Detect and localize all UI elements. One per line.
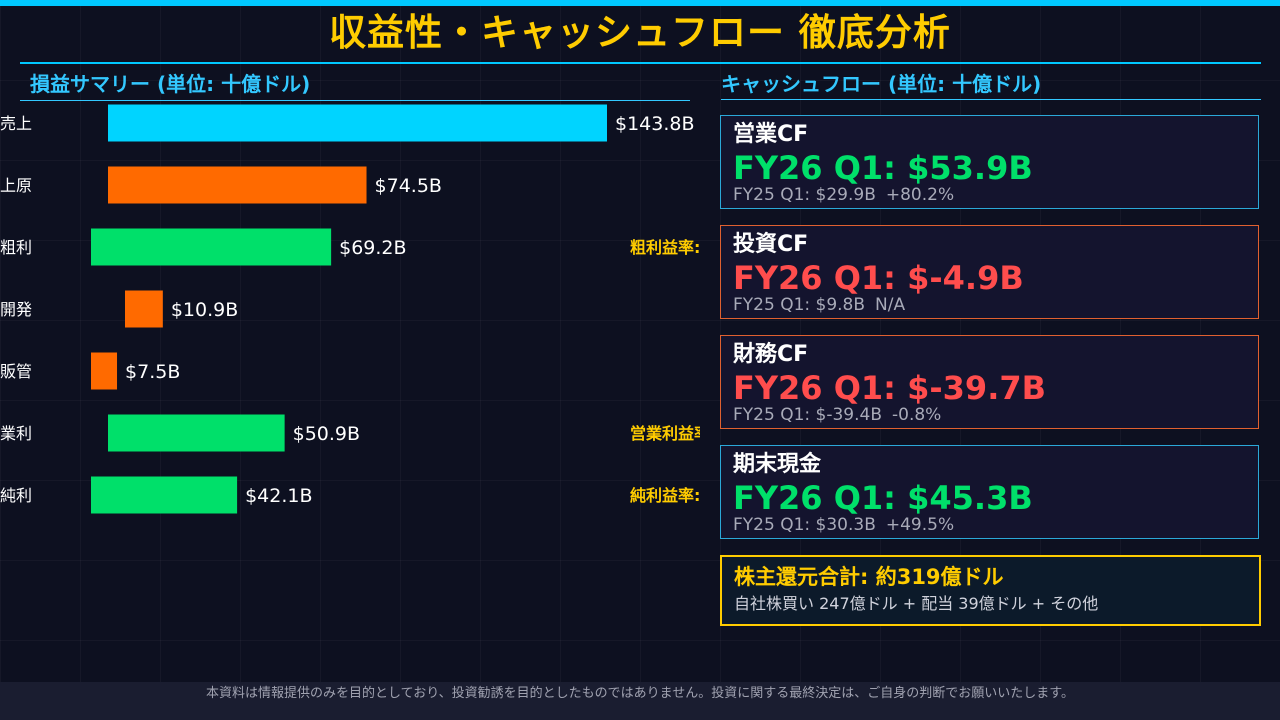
cf-card-prev: FY25 Q1: $-39.4B -0.8% — [733, 404, 1246, 426]
cf-card-prev: FY25 Q1: $29.9B +80.2% — [733, 184, 1246, 206]
cf-card-value: FY26 Q1: $-4.9B — [733, 259, 1024, 297]
title-divider — [20, 62, 1261, 64]
cf-card-operating: 営業CF FY26 Q1: $53.9B FY25 Q1: $29.9B +80.… — [720, 115, 1259, 209]
margin-rate-label: 粗利益率: 4 — [630, 238, 700, 257]
cf-card-financing: 財務CF FY26 Q1: $-39.7B FY25 Q1: $-39.4B -0… — [720, 335, 1259, 429]
cf-card-change: +80.2% — [885, 185, 955, 205]
pl-bar-chart: 売上 $143.8B 上原 $74.5B 粗利 $69.2B 粗利益率: 4 開発 $10.9B… — [0, 104, 700, 514]
cf-card-change: -0.8% — [892, 405, 942, 425]
cf-card-value: FY26 Q1: $-39.7B — [733, 369, 1046, 407]
disclaimer-footer: 本資料は情報提供のみを目的としており、投資勧誘を目的としたものではありません。投… — [0, 682, 1280, 720]
margin-rate-label: 営業利益率: 35.4% — [630, 424, 700, 443]
bar — [125, 290, 163, 328]
cf-card-label: 投資CF — [733, 232, 809, 257]
bar-value-label: $10.9B — [171, 299, 238, 321]
bar-value-label: $143.8B — [615, 113, 695, 135]
bar — [91, 352, 118, 390]
cf-card-ending-cash: 期末現金 FY26 Q1: $45.3B FY25 Q1: $30.3B +49.… — [720, 445, 1259, 539]
bar-value-label: $69.2B — [339, 237, 406, 259]
bar-category-label: 粗利 — [0, 238, 32, 257]
bar-category-label: 業利 — [0, 424, 32, 443]
bar — [108, 414, 285, 452]
cf-card-prev-value: FY25 Q1: $30.3B — [733, 515, 876, 535]
bar-value-label: $7.5B — [125, 361, 180, 383]
pl-section-divider — [20, 100, 690, 101]
bar-value-label: $42.1B — [245, 485, 312, 507]
bar — [108, 166, 367, 204]
cf-card-label: 財務CF — [733, 342, 809, 367]
cf-card-prev-value: FY25 Q1: $9.8B — [733, 295, 866, 315]
page-title: 収益性・キャッシュフロー 徹底分析 — [329, 11, 951, 54]
top-accent-bar — [0, 0, 1280, 6]
bar-value-label: $74.5B — [375, 175, 442, 197]
bar — [91, 476, 238, 514]
cf-card-investing: 投資CF FY26 Q1: $-4.9B FY25 Q1: $9.8B N/A — [720, 225, 1259, 319]
cf-card-prev: FY25 Q1: $9.8B N/A — [733, 294, 1246, 316]
margin-rate-label: 純利益率: 2 — [630, 486, 700, 505]
bar-category-label: 純利 — [0, 486, 32, 505]
cf-card-prev-value: FY25 Q1: $29.9B — [733, 185, 876, 205]
bar-category-label: 開発 — [0, 300, 32, 319]
bar-category-label: 上原 — [0, 176, 32, 195]
shareholder-return-box: 株主還元合計: 約319億ドル 自社株買い 247億ドル + 配当 39億ドル … — [720, 555, 1261, 626]
cf-card-prev-value: FY25 Q1: $-39.4B — [733, 405, 882, 425]
shareholder-return-detail: 自社株買い 247億ドル + 配当 39億ドル + その他 — [734, 594, 1099, 613]
cf-section-heading: キャッシュフロー (単位: 十億ドル) — [721, 70, 1261, 100]
shareholder-return-title: 株主還元合計: 約319億ドル — [734, 565, 1004, 589]
cf-card-change: N/A — [875, 295, 906, 315]
cf-card-prev: FY25 Q1: $30.3B +49.5% — [733, 514, 1246, 536]
bar-category-label: 販管 — [0, 362, 32, 381]
cf-card-label: 期末現金 — [733, 452, 822, 477]
bar-value-label: $50.9B — [293, 423, 360, 445]
bar-category-label: 売上 — [0, 114, 32, 133]
bar — [108, 104, 607, 142]
pl-section-heading: 損益サマリー (単位: 十億ドル) — [30, 72, 311, 96]
cf-card-change: +49.5% — [885, 515, 955, 535]
bar — [91, 228, 332, 266]
cf-card-label: 営業CF — [733, 122, 809, 147]
cf-card-value: FY26 Q1: $45.3B — [733, 479, 1033, 517]
cf-card-value: FY26 Q1: $53.9B — [733, 149, 1033, 187]
